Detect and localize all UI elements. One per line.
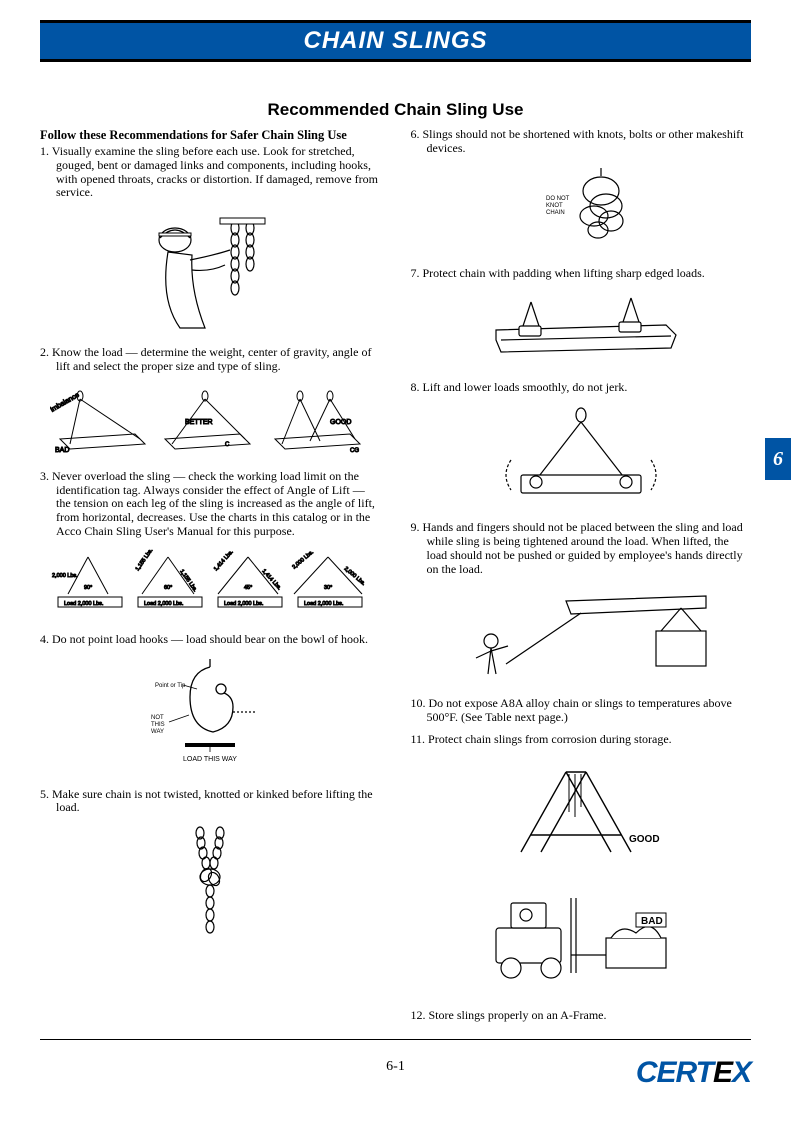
svg-text:2,000 Lbs.: 2,000 Lbs. [52, 573, 78, 579]
figure-5 [40, 825, 381, 935]
brand-logo: CERTEX [636, 1056, 751, 1090]
svg-text:1,155 Lbs.: 1,155 Lbs. [179, 568, 199, 593]
recommendation-9: 9. Hands and fingers should not be place… [411, 521, 752, 576]
header-band: CHAIN SLINGS [40, 20, 751, 62]
svg-text:NOT: NOT [151, 715, 164, 721]
recommendation-1: 1. Visually examine the sling before eac… [40, 145, 381, 200]
recommendation-3: 3. Never overload the sling — check the … [40, 470, 381, 539]
svg-text:imbalance: imbalance [50, 391, 81, 413]
recommendation-5: 5. Make sure chain is not twisted, knott… [40, 788, 381, 816]
recommendation-2: 2. Know the load — determine the weight,… [40, 346, 381, 374]
left-column: Follow these Recommendations for Safer C… [40, 128, 381, 1031]
svg-text:1,155 Lbs.: 1,155 Lbs. [135, 549, 155, 572]
figure-11-good: GOOD [411, 757, 752, 867]
recommendation-12: 12. Store slings properly on an A-Frame. [411, 1009, 752, 1023]
svg-text:KNOT: KNOT [546, 203, 563, 209]
figure-9 [411, 586, 752, 681]
recommendation-10: 10. Do not expose A8A alloy chain or sli… [411, 697, 752, 725]
recommendation-4: 4. Do not point load hooks — load should… [40, 633, 381, 647]
svg-text:BETTER: BETTER [185, 419, 213, 426]
footer: 6-1 CERTEX [40, 1040, 751, 1090]
page-title: CHAIN SLINGS [40, 27, 751, 55]
svg-text:WAY: WAY [151, 729, 164, 735]
svg-text:C: C [225, 442, 230, 448]
svg-text:Point or Tip: Point or Tip [155, 683, 186, 689]
right-column: 6. Slings should not be shortened with k… [411, 128, 752, 1031]
svg-text:LOAD THIS WAY: LOAD THIS WAY [183, 756, 237, 763]
recommendation-6: 6. Slings should not be shortened with k… [411, 128, 752, 156]
svg-text:60°: 60° [164, 585, 172, 591]
svg-text:CG: CG [350, 448, 359, 454]
figure-11-bad: BAD [411, 883, 752, 993]
svg-text:Load 2,000 Lbs.: Load 2,000 Lbs. [144, 601, 184, 607]
figure-4: Point or Tip NOT THIS WAY LOAD THIS WAY [40, 657, 381, 772]
figure-3: 90° Load 2,000 Lbs. 2,000 Lbs. 60° Load … [40, 549, 381, 617]
recommendation-8: 8. Lift and lower loads smoothly, do not… [411, 381, 752, 395]
svg-text:GOOD: GOOD [629, 834, 660, 845]
svg-text:Load 2,000 Lbs.: Load 2,000 Lbs. [64, 601, 104, 607]
figure-6: DO NOT KNOT CHAIN [411, 166, 752, 251]
svg-text:Load 2,000 Lbs.: Load 2,000 Lbs. [224, 601, 264, 607]
page-number: 6-1 [386, 1059, 405, 1075]
intro-heading: Follow these Recommendations for Safer C… [40, 128, 381, 143]
svg-text:1,414 Lbs.: 1,414 Lbs. [213, 549, 235, 572]
recommendation-7: 7. Protect chain with padding when lifti… [411, 267, 752, 281]
svg-text:THIS: THIS [151, 722, 165, 728]
figure-8 [411, 405, 752, 505]
svg-text:45°: 45° [244, 585, 252, 591]
svg-text:CHAIN: CHAIN [546, 210, 565, 216]
svg-text:90°: 90° [84, 585, 92, 591]
figure-1 [40, 210, 381, 330]
svg-text:30°: 30° [324, 585, 332, 591]
svg-text:2,000 Lbs.: 2,000 Lbs. [292, 549, 316, 570]
recommendation-11: 11. Protect chain slings from corrosion … [411, 733, 752, 747]
subtitle: Recommended Chain Sling Use [40, 100, 751, 120]
svg-text:Load 2,000 Lbs.: Load 2,000 Lbs. [304, 601, 344, 607]
header-banner: CHAIN SLINGS [40, 23, 751, 59]
figure-2: BAD imbalance BETTER C GOOD [40, 384, 381, 454]
fig2-bad-label: BAD [55, 447, 69, 454]
svg-text:1,414 Lbs.: 1,414 Lbs. [261, 568, 283, 591]
svg-text:GOOD: GOOD [330, 419, 351, 426]
figure-7 [411, 290, 752, 365]
section-tab: 6 [765, 438, 791, 480]
svg-text:BAD: BAD [641, 916, 663, 927]
svg-text:DO NOT: DO NOT [546, 196, 570, 202]
